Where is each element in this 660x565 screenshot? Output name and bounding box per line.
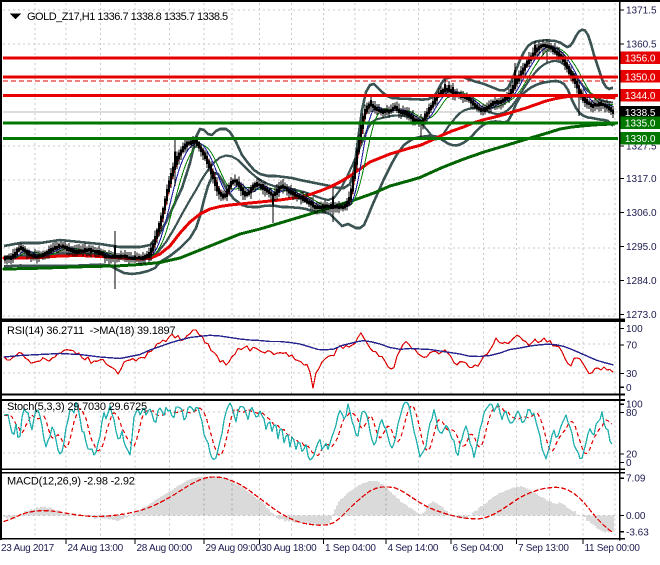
svg-text:28 Aug 00:00: 28 Aug 00:00 — [137, 543, 193, 554]
svg-text:1350.0: 1350.0 — [625, 72, 656, 83]
svg-text:1317.0: 1317.0 — [626, 174, 657, 185]
svg-text:23 Aug 2017: 23 Aug 2017 — [1, 543, 55, 554]
svg-text:RSI(14) 36.2711 ->MA(18) 39.1: RSI(14) 36.2711 ->MA(18) 39.1897 — [7, 325, 175, 337]
svg-text:0: 0 — [626, 383, 632, 394]
svg-text:1273.0: 1273.0 — [626, 310, 657, 321]
svg-text:80: 80 — [626, 408, 638, 419]
svg-text:0: 0 — [626, 458, 632, 469]
svg-text:100: 100 — [626, 324, 643, 335]
svg-text:6 Sep 04:00: 6 Sep 04:00 — [453, 543, 504, 554]
svg-text:70: 70 — [626, 341, 638, 352]
svg-text:1 Sep 04:00: 1 Sep 04:00 — [325, 543, 376, 554]
svg-text:1335.0: 1335.0 — [625, 119, 656, 130]
svg-text:30 Aug 18:00: 30 Aug 18:00 — [261, 543, 317, 554]
svg-text:-3.63: -3.63 — [626, 527, 649, 538]
svg-text:Stoch(5,3,3) 29.7030 29.6725: Stoch(5,3,3) 29.7030 29.6725 — [7, 401, 147, 413]
svg-text:30: 30 — [626, 369, 638, 380]
svg-text:7.09: 7.09 — [626, 474, 646, 485]
svg-text:MACD(12,26,9) -2.98 -2.92: MACD(12,26,9) -2.98 -2.92 — [7, 476, 135, 488]
svg-text:1306.0: 1306.0 — [626, 208, 657, 219]
svg-text:1371.5: 1371.5 — [626, 6, 657, 17]
svg-text:4 Sep 14:00: 4 Sep 14:00 — [388, 543, 439, 554]
svg-text:GOLD_Z17,H1 1336.7 1338.8 1335: GOLD_Z17,H1 1336.7 1338.8 1335.7 1338.5 — [27, 11, 228, 23]
svg-text:7 Sep 13:00: 7 Sep 13:00 — [518, 543, 569, 554]
svg-text:24 Aug 13:00: 24 Aug 13:00 — [68, 543, 124, 554]
svg-text:1284.0: 1284.0 — [626, 276, 657, 287]
svg-text:1295.0: 1295.0 — [626, 242, 657, 253]
svg-text:1344.0: 1344.0 — [625, 91, 656, 102]
svg-text:1330.0: 1330.0 — [625, 134, 656, 145]
svg-text:29 Aug 09:00: 29 Aug 09:00 — [206, 543, 262, 554]
svg-text:1360.5: 1360.5 — [626, 40, 657, 51]
svg-text:11 Sep 00:00: 11 Sep 00:00 — [585, 543, 641, 554]
svg-text:0.00: 0.00 — [626, 511, 646, 522]
svg-text:1356.0: 1356.0 — [625, 54, 656, 65]
